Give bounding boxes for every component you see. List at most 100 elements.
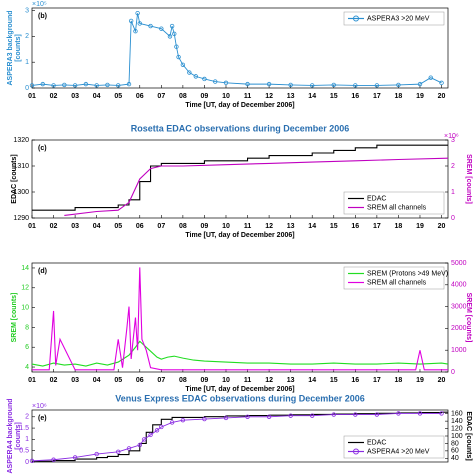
y-tick-label: 3	[25, 7, 29, 14]
legend-marker	[353, 15, 359, 22]
x-tick-label: 05	[114, 223, 122, 230]
y2-tick-label: 0	[451, 369, 455, 376]
data-point	[137, 21, 142, 26]
x-tick-label: 04	[93, 223, 101, 230]
y2-tick-label: 1	[451, 189, 455, 196]
data-point	[135, 10, 140, 16]
data-point	[159, 26, 164, 31]
x-tick-label: 20	[438, 223, 446, 230]
x-tick-label: 09	[201, 93, 209, 100]
data-point	[187, 70, 192, 75]
y2-tick-label: 4000	[451, 282, 467, 289]
x-tick-label: 05	[114, 93, 122, 100]
x-tick-label: 04	[93, 93, 101, 100]
data-point	[40, 81, 45, 87]
y2-axis-label: SREM [counts]	[465, 293, 472, 343]
series-line	[32, 144, 448, 211]
x-tick-label: 14	[308, 377, 316, 384]
y2-tick-label: 3000	[451, 303, 467, 310]
x-axis-label: Time [UT, day of December 2006]	[185, 102, 294, 109]
data-point	[310, 83, 315, 88]
x-tick-label: 16	[351, 93, 359, 100]
series-line	[64, 157, 449, 216]
data-point	[223, 415, 229, 421]
y-tick-label: 1	[25, 59, 29, 66]
y-tick-label: 10	[21, 304, 29, 311]
legend-label: EDAC	[367, 439, 386, 446]
x-tick-label: 03	[71, 93, 79, 100]
x-tick-label: 06	[136, 223, 144, 230]
data-point	[62, 82, 67, 88]
plot-frame	[31, 262, 449, 373]
data-point	[169, 23, 175, 29]
data-point	[148, 432, 153, 438]
x-tick-label: 11	[244, 93, 252, 100]
y2-tick-label: 120	[451, 425, 463, 432]
data-point	[213, 79, 218, 84]
data-point	[167, 34, 173, 39]
data-point	[193, 74, 199, 79]
y2-tick-label: 80	[451, 440, 459, 447]
data-point	[202, 416, 207, 422]
x-tick-label: 02	[50, 223, 58, 230]
y2-tick-label: 5000	[451, 260, 467, 267]
x-tick-label: 18	[395, 377, 403, 384]
y2-tick-label: 2	[451, 163, 455, 170]
panel-label: (b)	[38, 13, 47, 20]
legend-box	[343, 435, 445, 459]
data-point	[154, 428, 160, 433]
x-tick-label: 08	[179, 223, 187, 230]
data-point	[137, 442, 142, 448]
x-tick-label: 19	[416, 377, 424, 384]
x-tick-label: 11	[244, 223, 252, 230]
data-point	[141, 437, 147, 442]
data-point	[133, 29, 138, 34]
data-point	[439, 411, 444, 416]
data-point	[374, 412, 380, 417]
x-tick-label: 01	[28, 377, 36, 384]
data-point	[374, 83, 380, 88]
panel-label: (c)	[38, 145, 47, 152]
data-point	[94, 83, 99, 88]
data-point	[116, 449, 121, 455]
data-point	[51, 457, 56, 462]
data-point	[159, 424, 164, 430]
data-point	[310, 413, 315, 418]
data-point	[72, 455, 78, 460]
data-point	[417, 411, 423, 416]
x-tick-label: 11	[244, 377, 252, 384]
x-axis-label: Time [UT, day of December 2006]	[185, 386, 294, 393]
y-tick-label: 0.5	[19, 448, 29, 455]
y-axis-label: SREM [counts]	[11, 293, 18, 343]
data-point	[353, 83, 358, 88]
x-tick-label: 13	[287, 377, 295, 384]
x-tick-label: 17	[373, 377, 381, 384]
series-line	[32, 267, 448, 371]
data-point	[51, 83, 56, 88]
x-tick-label: 09	[201, 223, 209, 230]
y2-tick-label: 40	[451, 455, 459, 462]
legend-label: SREM (Protons >49 MeV)	[367, 270, 448, 277]
y-axis-label: ASPERA4 background[counts]	[7, 398, 22, 473]
data-point	[172, 31, 177, 37]
x-tick-label: 14	[308, 223, 316, 230]
y-tick-label: 0	[25, 459, 29, 466]
data-point	[223, 80, 229, 86]
y-axis-label: ASPERA3 background[counts]	[7, 10, 22, 85]
data-point	[439, 80, 444, 86]
data-point	[180, 417, 186, 423]
x-tick-label: 20	[438, 93, 446, 100]
data-point	[169, 420, 175, 425]
legend-box	[343, 11, 445, 26]
y-multiplier: ×10⁶	[32, 403, 47, 410]
x-tick-label: 18	[395, 93, 403, 100]
legend-label: SREM all channels	[367, 279, 427, 286]
y-tick-label: 4	[25, 364, 29, 371]
data-point	[128, 18, 134, 24]
data-point	[202, 76, 207, 82]
x-tick-label: 07	[157, 377, 165, 384]
y-tick-label: 2	[25, 414, 29, 421]
legend-label: SREM all channels	[367, 204, 427, 211]
y-tick-label: 1310	[13, 163, 29, 170]
